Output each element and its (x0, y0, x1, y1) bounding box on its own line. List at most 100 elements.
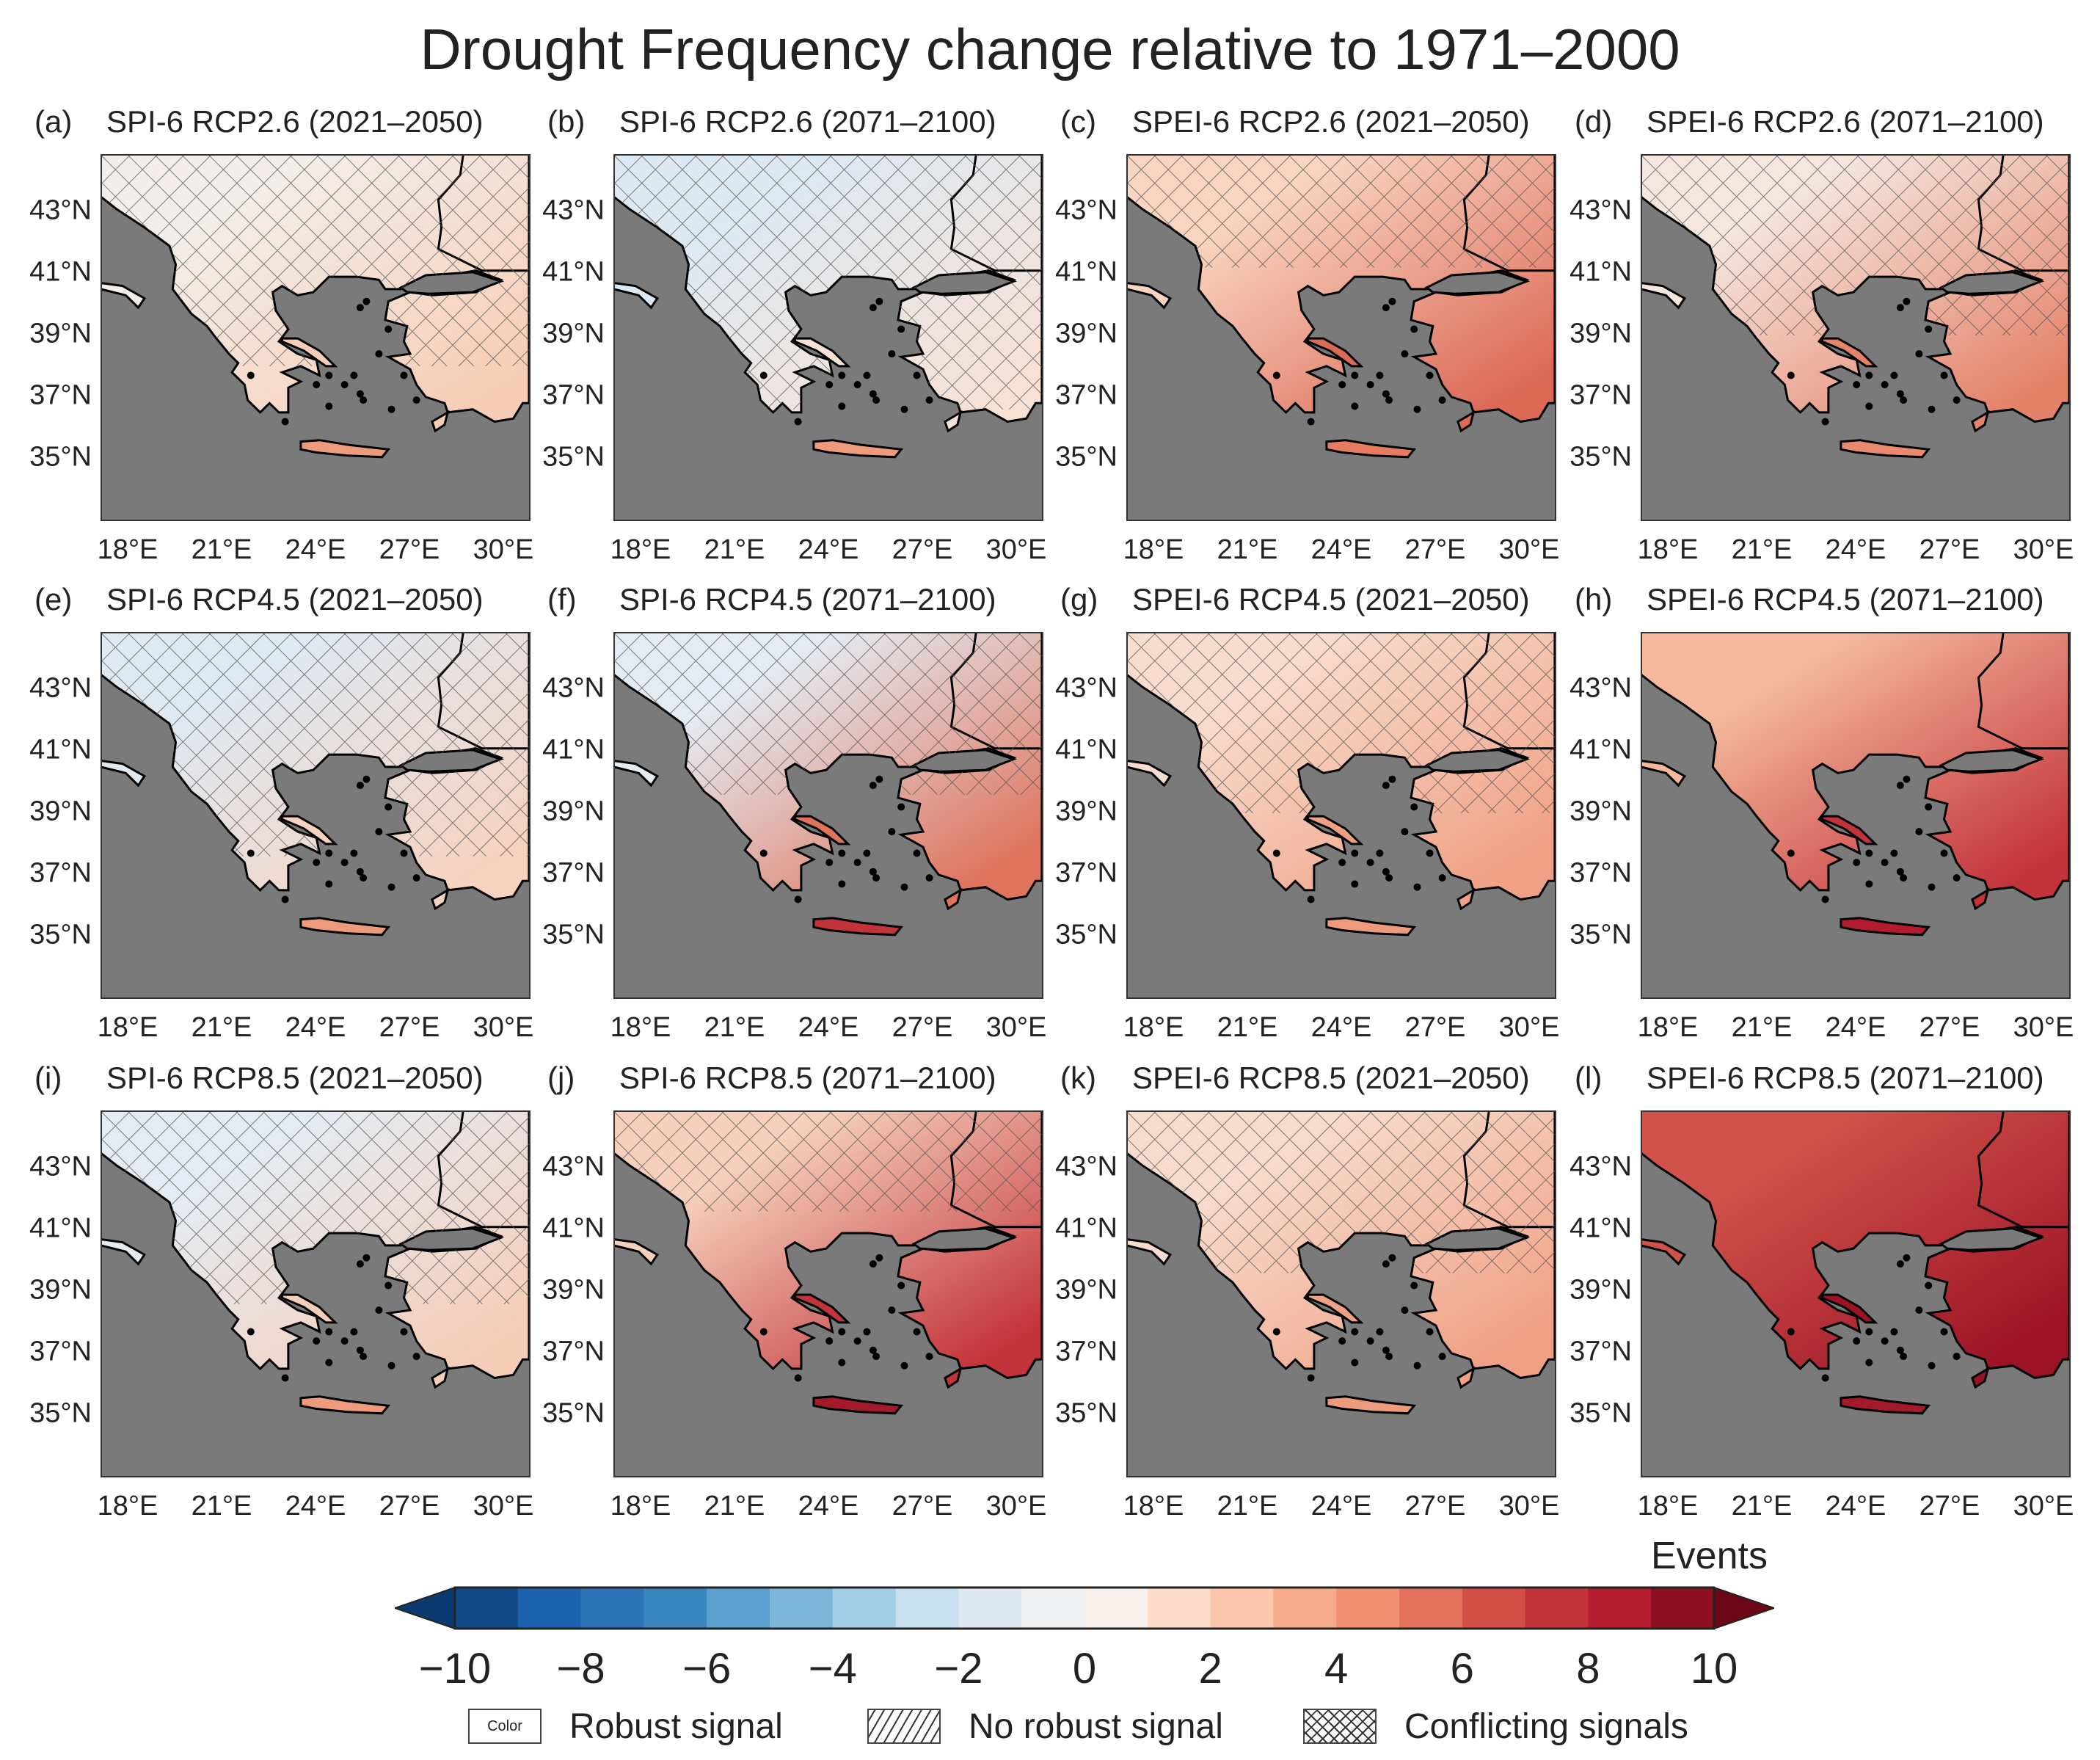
lon-tick-label: 18°E (97, 1012, 158, 1043)
lat-tick-label: 43°N (1055, 194, 1118, 226)
island (888, 350, 896, 358)
panel-label: (i) (34, 1061, 62, 1095)
panel-label: (e) (34, 582, 73, 617)
lon-tick-label: 24°E (285, 1012, 346, 1043)
island (1426, 1328, 1434, 1336)
lat-tick-label: 43°N (1569, 1151, 1632, 1182)
lat-tick-label: 43°N (29, 1151, 92, 1182)
map-frame (613, 632, 1043, 999)
lat-tick-label: 37°N (1569, 1336, 1632, 1367)
hatch-no-robust-signal (1128, 1112, 1555, 1273)
lon-tick-label: 21°E (704, 534, 765, 565)
island (913, 371, 921, 379)
legend-no-robust: No robust signal (867, 1704, 1223, 1748)
lat-tick-label: 35°N (542, 1397, 605, 1429)
map-svg (1128, 1112, 1555, 1476)
map-panel: (l) SPEI-6 RCP8.5 (2071–2100) 43°N 41°N 39°… (1569, 1061, 2074, 1521)
lon-tick-label: 24°E (285, 534, 346, 565)
figure-title: Drought Frequency change relative to 197… (420, 17, 1680, 81)
lon-tick-label: 27°E (1404, 1491, 1466, 1521)
colorbar-extend-high (1713, 1586, 1774, 1630)
land-rhodes (431, 1366, 450, 1389)
island (1915, 828, 1923, 836)
island (1928, 883, 1936, 891)
map-panel: (k) SPEI-6 RCP8.5 (2021–2050) 43°N 41°N 39°… (1055, 1061, 1559, 1521)
island (1881, 859, 1889, 867)
island (1940, 849, 1948, 857)
lat-tick-label: 43°N (29, 672, 92, 704)
island (1307, 1374, 1315, 1382)
lon-tick-label: 18°E (1123, 534, 1184, 565)
colorbar-bin (1651, 1588, 1715, 1629)
lat-tick-label: 37°N (542, 1336, 605, 1367)
island (1401, 828, 1409, 836)
island (1903, 775, 1911, 783)
island (325, 849, 333, 857)
island (384, 325, 393, 333)
hatch-no-robust-signal (102, 633, 529, 857)
lon-tick-label: 21°E (191, 534, 252, 565)
land-crete (299, 917, 391, 937)
lat-tick-label: 35°N (1569, 919, 1632, 950)
land-italy (1642, 760, 1687, 788)
colorbar-tick-label: −10 (418, 1645, 492, 1692)
island (1896, 868, 1904, 876)
legend-label: Conflicting signals (1404, 1706, 1688, 1746)
lat-tick-label: 41°N (1055, 734, 1118, 766)
map-frame (1126, 632, 1556, 999)
lon-tick-label: 30°E (2013, 534, 2074, 565)
lon-tick-label: 27°E (1404, 534, 1466, 565)
island (900, 1361, 908, 1370)
lat-tick-label: 39°N (542, 1274, 605, 1306)
land-euboea (280, 337, 338, 368)
legend-swatch-crosshatch (1303, 1709, 1377, 1744)
lon-tick-label: 30°E (985, 534, 1047, 565)
island (325, 880, 333, 888)
colorbar-bin (1021, 1588, 1085, 1629)
island (1925, 803, 1933, 811)
island (1940, 371, 1948, 379)
lat-tick-label: 41°N (542, 734, 605, 766)
island (1853, 859, 1861, 867)
island (1865, 1328, 1873, 1336)
map-panel: (a) SPI-6 RCP2.6 (2021–2050) 43°N 41°N 39°N… (29, 104, 533, 565)
island (356, 782, 364, 790)
lat-tick-label: 39°N (1055, 318, 1118, 349)
island (360, 396, 368, 404)
lat-tick-label: 41°N (1569, 734, 1632, 766)
land-crete (1840, 439, 1931, 459)
lat-tick-label: 39°N (542, 796, 605, 827)
island (1385, 1353, 1393, 1361)
colorbar-tick-label: 2 (1198, 1645, 1222, 1692)
map-panel: (c) SPEI-6 RCP2.6 (2021–2050) 43°N 41°N 39°… (1055, 104, 1559, 565)
island (400, 849, 408, 857)
island (1900, 396, 1908, 404)
map-frame (613, 1110, 1043, 1477)
lon-tick-label: 21°E (191, 1012, 252, 1043)
map-frame (1126, 154, 1556, 521)
lon-tick-label: 18°E (610, 1012, 671, 1043)
island (1896, 390, 1904, 398)
island (838, 371, 846, 379)
hatch-no-robust-signal (102, 156, 529, 366)
lon-tick-label: 18°E (610, 1491, 671, 1521)
colorbar-bin (1273, 1588, 1337, 1629)
island (412, 874, 420, 882)
map-frame (101, 1110, 531, 1477)
island (1890, 1328, 1898, 1336)
lat-tick-label: 41°N (1569, 256, 1632, 288)
lon-tick-label: 21°E (191, 1491, 252, 1521)
island (1928, 1361, 1936, 1370)
land-rhodes (1456, 1366, 1476, 1389)
lon-tick-label: 18°E (1123, 1491, 1184, 1521)
panel-label: (j) (547, 1061, 575, 1095)
land-italy (1128, 1238, 1173, 1266)
lat-tick-label: 37°N (1055, 857, 1118, 889)
lat-tick-label: 35°N (1055, 919, 1118, 950)
lat-tick-label: 35°N (1055, 1397, 1118, 1429)
lat-tick-label: 35°N (29, 441, 92, 473)
land-rhodes (1971, 1366, 1990, 1389)
island (1896, 1346, 1904, 1354)
lon-tick-label: 21°E (1731, 1012, 1793, 1043)
lat-tick-label: 35°N (1055, 441, 1118, 473)
